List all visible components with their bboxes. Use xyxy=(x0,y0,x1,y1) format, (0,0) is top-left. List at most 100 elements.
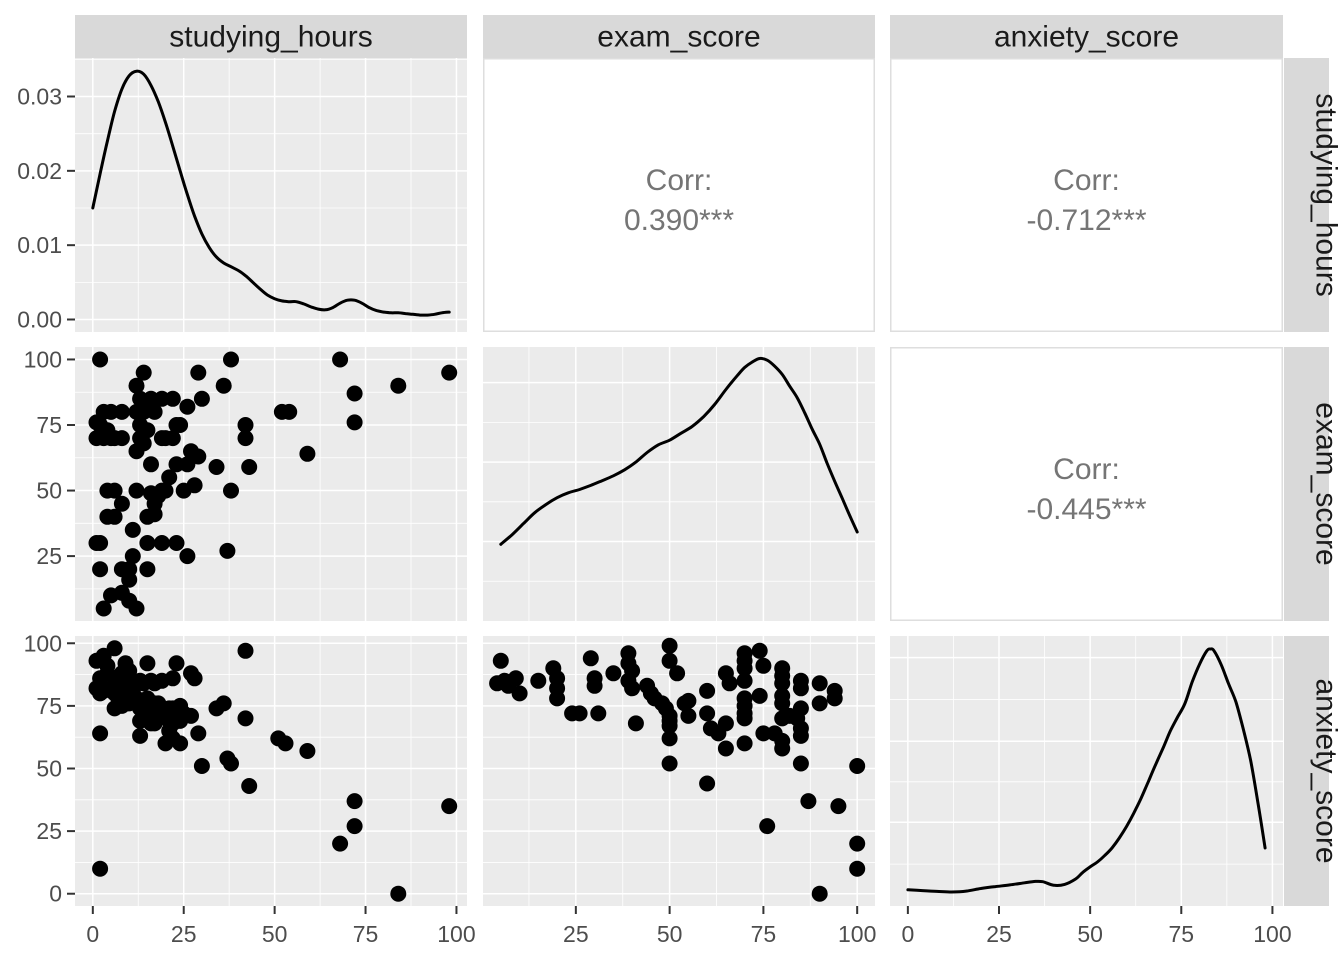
strip-bg xyxy=(483,15,875,58)
x-tick-label: 0 xyxy=(86,921,99,947)
data-point xyxy=(661,652,678,669)
data-point xyxy=(530,672,547,689)
strip-top-exam_score: exam_score xyxy=(483,15,875,58)
data-point xyxy=(774,695,791,712)
data-point xyxy=(106,482,123,499)
data-point xyxy=(92,535,109,551)
data-point xyxy=(128,377,145,394)
data-point xyxy=(164,430,181,447)
data-point xyxy=(143,456,159,473)
data-point xyxy=(146,506,163,523)
data-point xyxy=(208,459,225,475)
y-tick-label: 50 xyxy=(36,755,62,781)
data-point xyxy=(792,727,809,744)
data-point xyxy=(157,735,174,752)
x-tick-label: 25 xyxy=(171,921,197,947)
data-point xyxy=(146,675,163,692)
strip-right-exam_score: exam_score xyxy=(1284,347,1343,621)
strip-label: studying_hours xyxy=(169,21,372,54)
data-point xyxy=(736,735,753,752)
density-curve xyxy=(91,69,451,317)
data-point xyxy=(774,675,791,692)
corr-value: -0.712*** xyxy=(1026,204,1146,237)
data-point xyxy=(128,443,145,460)
y-tick-label: 100 xyxy=(24,346,62,372)
data-point xyxy=(586,677,603,694)
corr-label: Corr: xyxy=(646,164,713,197)
data-point xyxy=(332,835,349,852)
y-tick-label: 0.00 xyxy=(17,307,62,333)
x-tick-label: 100 xyxy=(1253,921,1291,947)
data-point xyxy=(215,377,232,394)
data-point xyxy=(661,755,678,772)
data-point xyxy=(441,364,458,381)
data-point xyxy=(605,665,622,682)
data-point xyxy=(800,793,817,810)
data-point xyxy=(332,351,349,368)
data-point xyxy=(208,700,225,717)
x-tick-label: 50 xyxy=(657,921,683,947)
data-point xyxy=(699,705,716,722)
data-point xyxy=(92,561,109,578)
data-point xyxy=(237,417,254,433)
data-point xyxy=(128,600,145,617)
data-point xyxy=(792,700,809,717)
strip-bg xyxy=(1284,636,1329,906)
data-point xyxy=(755,657,772,674)
strip-top-studying_hours: studying_hours xyxy=(75,15,467,58)
data-point xyxy=(849,758,866,774)
panel-r2c3-corr: Corr: -0.445*** xyxy=(890,347,1283,621)
data-point xyxy=(661,730,678,747)
corr-label: Corr: xyxy=(1053,164,1120,197)
data-point xyxy=(299,743,316,759)
panel-r1c1-density xyxy=(75,58,467,332)
data-point xyxy=(223,351,239,368)
x-tick-label: 0 xyxy=(901,921,914,947)
corr-value: -0.445*** xyxy=(1026,493,1146,526)
data-point xyxy=(146,715,163,732)
x-tick-label: 75 xyxy=(751,921,777,947)
data-point xyxy=(179,398,196,415)
data-point xyxy=(223,755,239,772)
data-point xyxy=(92,351,109,368)
data-point xyxy=(441,798,458,815)
data-point xyxy=(168,535,185,551)
panel-r1c2-corr: Corr: 0.390*** xyxy=(483,58,875,332)
data-point xyxy=(390,377,407,394)
panel-r3c3-density_scaled xyxy=(890,636,1283,906)
data-point xyxy=(132,727,149,744)
gridlines xyxy=(483,347,875,621)
x-tick-label: 75 xyxy=(1168,921,1194,947)
panel-bg xyxy=(75,58,467,332)
y-tick-label: 0.02 xyxy=(17,158,62,184)
density-curve xyxy=(906,647,1267,894)
y-tick-label: 75 xyxy=(36,412,62,438)
strip-label: exam_score xyxy=(1310,402,1343,565)
x-tick-label: 100 xyxy=(838,921,876,947)
y-tick-label: 100 xyxy=(24,630,62,656)
corr-panel-bg xyxy=(890,347,1283,621)
data-point xyxy=(139,561,156,578)
data-point xyxy=(121,571,138,588)
data-point xyxy=(346,385,363,402)
data-point xyxy=(186,670,203,687)
corr-panel-bg xyxy=(890,58,1283,332)
data-point xyxy=(669,665,686,682)
data-point xyxy=(161,469,178,486)
y-tick-label: 0.01 xyxy=(17,232,62,258)
scatter-points xyxy=(88,351,458,617)
x-tick-label: 100 xyxy=(437,921,475,947)
panel-bg xyxy=(483,347,875,621)
data-point xyxy=(135,364,152,381)
data-point xyxy=(826,690,843,707)
data-point xyxy=(281,403,298,420)
data-point xyxy=(699,682,716,699)
data-point xyxy=(113,495,130,512)
data-point xyxy=(751,642,768,659)
data-point xyxy=(699,775,716,792)
strip-label: studying_hours xyxy=(1310,93,1343,296)
data-point xyxy=(736,710,753,727)
data-point xyxy=(680,692,697,709)
data-point xyxy=(193,390,210,407)
